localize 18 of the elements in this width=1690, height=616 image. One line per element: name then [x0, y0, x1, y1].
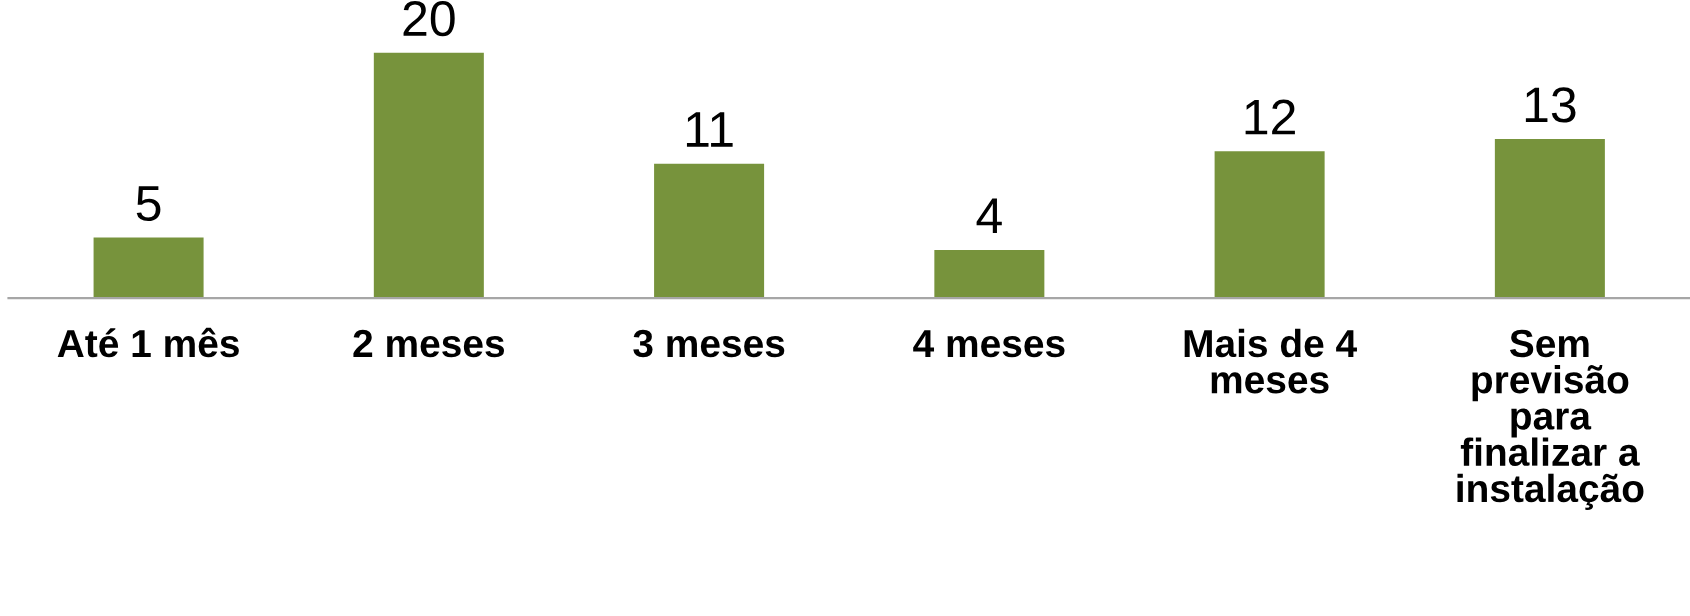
data-label: 11 — [686, 112, 733, 147]
data-label: 5 — [136, 186, 161, 222]
data-label: 12 — [1245, 99, 1295, 135]
x-tick-label: 4 meses — [913, 330, 1065, 358]
bar — [932, 247, 1047, 300]
data-label: 13 — [1525, 87, 1576, 123]
bar — [1492, 136, 1607, 300]
bar — [371, 50, 486, 300]
data-label: 4 — [976, 198, 1002, 233]
x-tick-label: Mais de 4 meses — [1184, 328, 1357, 394]
x-tick-label: Até 1 mês — [57, 327, 239, 358]
x-tick-label: Sem previsão para finalizar a instalação — [1457, 329, 1644, 510]
bar — [91, 235, 206, 300]
data-label: 20 — [403, 0, 455, 37]
bar — [1212, 149, 1327, 300]
x-tick-label: 2 meses — [353, 329, 505, 358]
x-tick-label: 3 meses — [633, 329, 785, 358]
bar — [652, 161, 767, 300]
